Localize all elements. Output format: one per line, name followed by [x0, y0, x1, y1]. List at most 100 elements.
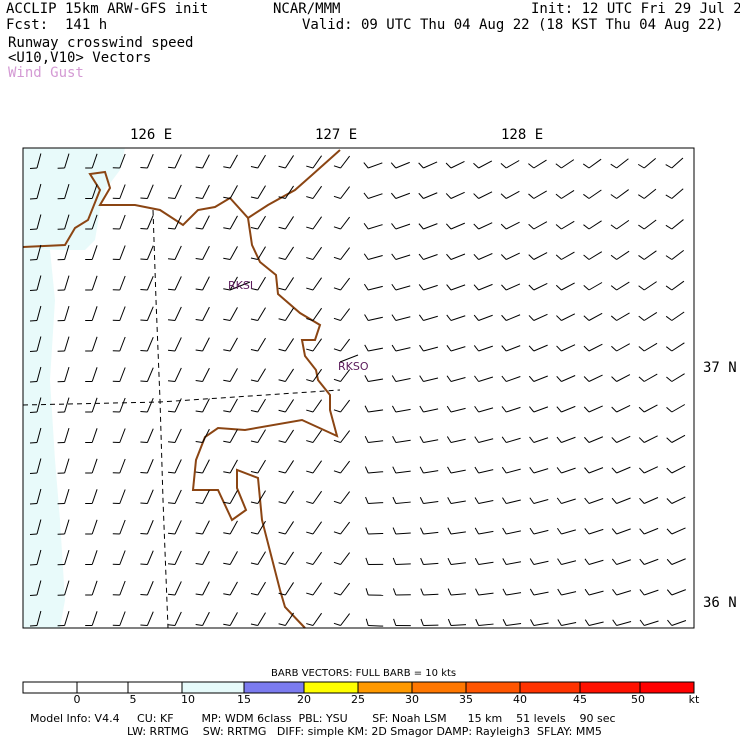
wind-barb-tick [529, 558, 535, 565]
wind-barb [257, 215, 266, 230]
wind-barb [119, 489, 126, 504]
wind-barb [561, 622, 577, 626]
wind-barb-tick [223, 440, 231, 443]
wind-barb-tick [195, 563, 203, 565]
wind-barb [395, 439, 411, 443]
wind-barb [588, 189, 602, 199]
wind-barb [36, 397, 42, 413]
wind-barb [340, 308, 351, 321]
wind-barb [284, 185, 294, 199]
wind-barb [340, 582, 351, 596]
wind-barb-tick [195, 624, 203, 626]
wind-barb-tick [419, 405, 424, 413]
wind-barb-tick [306, 562, 314, 565]
wind-barb-tick [140, 624, 148, 626]
wind-barb-tick [167, 258, 176, 260]
wind-barb-tick [250, 196, 258, 199]
wind-barb [506, 437, 521, 443]
wind-barb [257, 581, 266, 596]
wind-barb-tick [611, 467, 617, 474]
wind-barb-tick [583, 315, 590, 321]
wind-barb [146, 397, 154, 413]
wind-barb [284, 612, 294, 626]
wind-barb [505, 160, 520, 169]
wind-barb-tick [447, 527, 452, 535]
wind-barb [146, 336, 154, 352]
wind-barb [257, 185, 266, 199]
wind-barb-tick [445, 162, 452, 169]
wind-barb [146, 214, 154, 230]
wind-barb [643, 250, 657, 260]
wind-barb [91, 153, 98, 169]
wind-barb-tick [250, 410, 258, 413]
wind-barb-tick [333, 622, 341, 626]
wind-barb [229, 398, 238, 413]
wind-barb-tick [140, 197, 148, 199]
wind-barb-tick [556, 436, 562, 443]
wind-barb-tick [392, 496, 397, 504]
wind-barb [257, 429, 266, 443]
wind-barb-tick [665, 224, 673, 230]
wind-barb [312, 582, 323, 596]
wind-barb-tick [502, 497, 507, 504]
wind-barb-tick [638, 467, 645, 474]
wind-barb-tick [167, 563, 176, 565]
wind-barb [91, 275, 98, 291]
wind-barb-tick [195, 288, 203, 291]
wind-barb [312, 307, 323, 321]
wind-barb-tick [446, 405, 452, 413]
wind-barb-tick [250, 623, 258, 626]
wind-barb-tick [195, 441, 203, 443]
wind-barb [284, 368, 294, 382]
wind-barb [229, 185, 238, 199]
wind-barb-tick [473, 253, 479, 260]
wind-barb-tick [250, 440, 258, 443]
wind-barb-tick [223, 593, 231, 596]
wind-barb [340, 338, 351, 352]
wind-barb-tick [306, 501, 314, 504]
colorbar-segment [465, 681, 521, 694]
wind-barb [671, 465, 686, 474]
wind-barb-tick [223, 471, 231, 474]
wind-barb-tick [474, 558, 480, 565]
wind-barb [146, 611, 154, 626]
wind-barb [146, 519, 154, 535]
model-title: ACCLIP 15km ARW-GFS init [6, 1, 209, 17]
wind-barb [36, 305, 42, 321]
wind-barb-tick [306, 470, 314, 474]
wind-barb [478, 469, 494, 474]
wind-barb [91, 397, 98, 413]
wind-barb-tick [140, 563, 148, 565]
wind-barb-tick [140, 166, 148, 169]
wind-barb [561, 467, 576, 474]
colorbar-segment [76, 681, 129, 694]
wind-barb [257, 520, 266, 535]
wind-barb [505, 252, 520, 260]
wind-barb [588, 405, 603, 413]
wind-barb [119, 397, 126, 413]
wind-barb-tick [638, 194, 645, 199]
wind-barb-tick [584, 588, 590, 596]
wind-barb [174, 611, 182, 626]
wind-barb [91, 245, 98, 260]
colorbar-tick-label: 35 [459, 693, 473, 706]
colorbar-segment [639, 681, 695, 694]
wind-barb-tick [556, 345, 562, 352]
wind-barb [64, 428, 70, 443]
wind-barb-tick [278, 379, 286, 382]
wind-barb [368, 502, 384, 504]
wind-barb-tick [418, 314, 424, 321]
wind-barb [423, 501, 439, 504]
wind-barb [423, 408, 439, 413]
wind-barb [450, 438, 466, 443]
wind-barb-tick [475, 588, 480, 596]
colorbar-tick-label: 0 [73, 693, 81, 706]
wind-barb-tick [447, 557, 452, 565]
wind-barb-tick [610, 163, 617, 169]
wind-barb [395, 501, 411, 504]
wind-barb-tick [195, 319, 203, 321]
wind-barb-tick [446, 436, 452, 443]
wind-barb-tick [638, 346, 645, 352]
wind-barb [616, 374, 631, 382]
wind-barb-tick [474, 497, 480, 504]
